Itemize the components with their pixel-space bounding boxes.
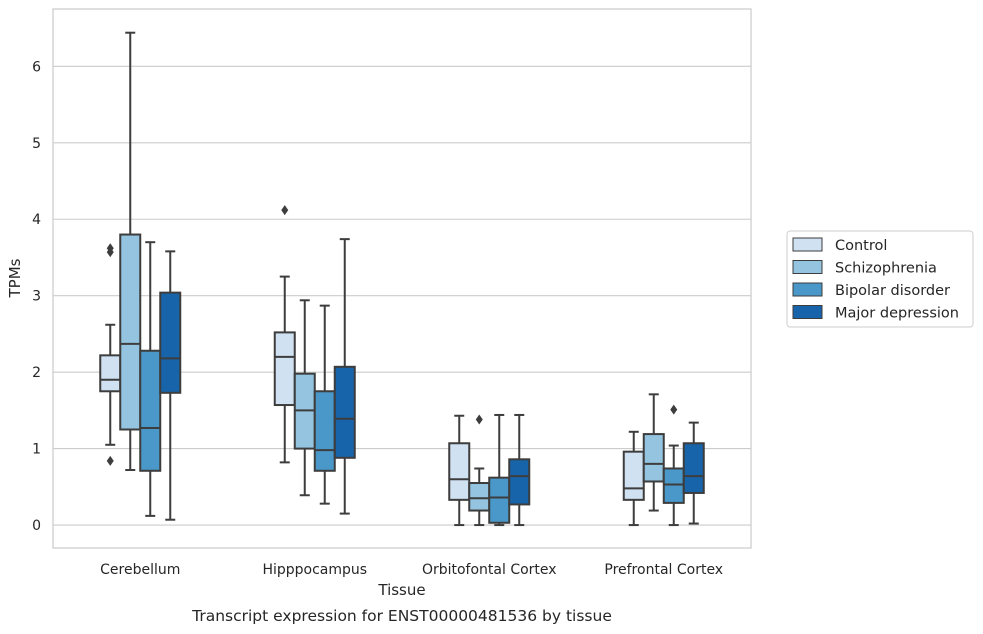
outlier-point (475, 414, 483, 425)
box (99, 354, 122, 393)
box (508, 458, 531, 506)
y-tick-label: 6 (32, 59, 41, 75)
legend-label: Major depression (835, 306, 959, 322)
box-group (642, 393, 665, 512)
x-tick-labels: Cerebellum Hipppocampus Orbitofontal Corte… (100, 562, 723, 578)
legend-label: Bipolar disorder (835, 283, 950, 299)
box-group (488, 413, 511, 527)
outlier-point (106, 455, 114, 466)
box-group (448, 414, 471, 527)
x-tick-label: Cerebellum (100, 562, 180, 578)
legend-swatch (792, 237, 823, 252)
legend-label: Schizophrenia (835, 261, 937, 277)
outlier-point (106, 243, 114, 254)
x-tick-label: Prefrontal Cortex (604, 562, 723, 578)
y-tick-label: 2 (32, 365, 41, 381)
box (468, 482, 491, 512)
box (333, 365, 356, 459)
y-tick-label: 1 (32, 442, 41, 458)
box (682, 442, 705, 494)
y-tick-label: 3 (32, 289, 41, 305)
legend-swatch (792, 260, 823, 274)
box (622, 450, 645, 501)
box-group (662, 404, 685, 527)
box-group (99, 243, 122, 466)
legend-label: Control (835, 238, 887, 254)
box (662, 467, 685, 504)
box (159, 291, 182, 394)
y-tick-label: 0 (32, 518, 41, 534)
box (488, 476, 511, 524)
box (448, 442, 471, 501)
y-tick-label: 4 (32, 212, 41, 228)
legend-swatch (792, 282, 823, 297)
x-tick-label: Orbitofontal Cortex (422, 562, 557, 578)
box (642, 433, 665, 483)
y-tick-label: 5 (32, 136, 41, 152)
legend-frame (786, 230, 974, 328)
x-tick-label: Hipppocampus (262, 562, 367, 578)
legend-items: Control Schizophrenia Bipolar disorder Majo… (792, 237, 959, 322)
chart-caption: Transcript expression for ENST0000048153… (191, 607, 612, 625)
y-axis-label: TPMs (6, 258, 24, 298)
x-axis-label: Tissue (377, 581, 425, 599)
box-group (333, 238, 356, 515)
legend: Control Schizophrenia Bipolar disorder Majo… (786, 230, 974, 328)
box-group (508, 413, 531, 527)
box-group (119, 31, 142, 472)
box-group (273, 205, 296, 464)
legend-swatch (792, 305, 823, 319)
outlier-point (281, 205, 289, 216)
box (139, 349, 162, 472)
box-group (159, 250, 182, 521)
box-group (293, 299, 316, 497)
box-group (622, 430, 645, 527)
box (313, 390, 336, 472)
box (119, 233, 142, 431)
box-group (139, 241, 162, 517)
box-group (468, 414, 491, 527)
y-tick-labels: 0 1 2 3 4 5 6 (32, 59, 41, 534)
box-group (313, 304, 336, 505)
outlier-point (670, 404, 678, 415)
plot-frame (52, 8, 752, 549)
boxes (99, 31, 705, 527)
box-group (682, 421, 705, 525)
box (273, 331, 296, 407)
